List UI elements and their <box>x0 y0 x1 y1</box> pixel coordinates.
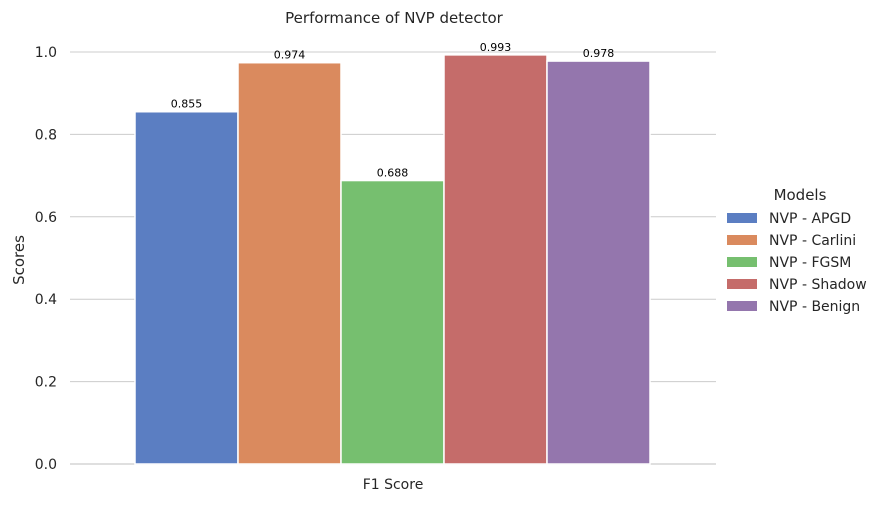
y-tick-label: 0.8 <box>35 127 57 143</box>
legend-entry: NVP - Benign <box>769 299 860 315</box>
x-category-label: F1 Score <box>363 477 424 493</box>
bar <box>340 179 445 465</box>
bar-value-label: 0.993 <box>480 41 512 54</box>
legend-swatch <box>727 213 757 223</box>
legend-entry: NVP - Shadow <box>769 277 867 293</box>
bar-value-label: 0.974 <box>274 49 306 62</box>
y-tick-label: 0.6 <box>35 210 57 226</box>
y-axis-label: Scores <box>10 235 28 285</box>
bar-value-labels: 0.855 0.974 0.688 0.993 0.978 <box>171 41 615 180</box>
legend-entry: NVP - APGD <box>769 211 851 227</box>
bar <box>443 54 548 465</box>
legend-entry: NVP - FGSM <box>769 255 851 271</box>
legend: Models NVP - APGD NVP - Carlini NVP - FGSM… <box>727 186 867 315</box>
bar-value-label: 0.688 <box>377 167 409 180</box>
bar <box>134 110 239 465</box>
legend-swatch <box>727 301 757 311</box>
legend-title: Models <box>774 186 827 204</box>
bar-value-label: 0.855 <box>171 98 203 111</box>
bar-value-label: 0.978 <box>583 47 615 60</box>
legend-swatch <box>727 257 757 267</box>
y-tick-label: 0.0 <box>35 457 57 473</box>
y-tick-label: 0.2 <box>35 375 57 391</box>
bar <box>237 61 342 465</box>
y-tick-label: 0.4 <box>35 292 57 308</box>
bar <box>546 60 651 465</box>
y-tick-label: 1.0 <box>35 45 57 61</box>
legend-entry: NVP - Carlini <box>769 233 856 249</box>
legend-swatch <box>727 279 757 289</box>
y-tick-labels: 0.0 0.2 0.4 0.6 0.8 1.0 <box>35 45 57 473</box>
legend-swatch <box>727 235 757 245</box>
chart-title: Performance of NVP detector <box>285 9 504 27</box>
bars <box>134 54 651 465</box>
